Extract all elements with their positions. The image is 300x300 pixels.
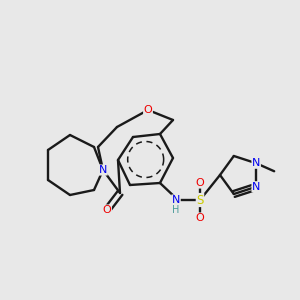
Text: O: O <box>103 205 111 215</box>
Text: O: O <box>196 213 204 223</box>
Text: O: O <box>144 105 152 115</box>
Text: N: N <box>252 158 260 168</box>
Text: N: N <box>252 182 260 192</box>
Text: N: N <box>99 165 107 175</box>
Text: H: H <box>172 205 180 215</box>
Text: N: N <box>172 195 180 205</box>
Text: O: O <box>196 178 204 188</box>
Text: S: S <box>196 194 204 206</box>
